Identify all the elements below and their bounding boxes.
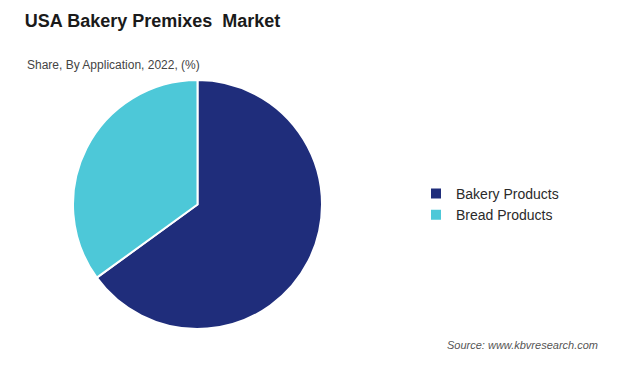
- svg-text:Bread Products: Bread Products: [456, 207, 553, 223]
- svg-text:Source: www.kbvresearch.com: Source: www.kbvresearch.com: [447, 339, 598, 351]
- svg-text:Bakery Products: Bakery Products: [456, 186, 559, 202]
- svg-text:Share, By Application, 2022, (: Share, By Application, 2022, (%): [27, 58, 200, 72]
- svg-text:USA Bakery Premixes Market: USA Bakery Premixes Market: [25, 11, 280, 31]
